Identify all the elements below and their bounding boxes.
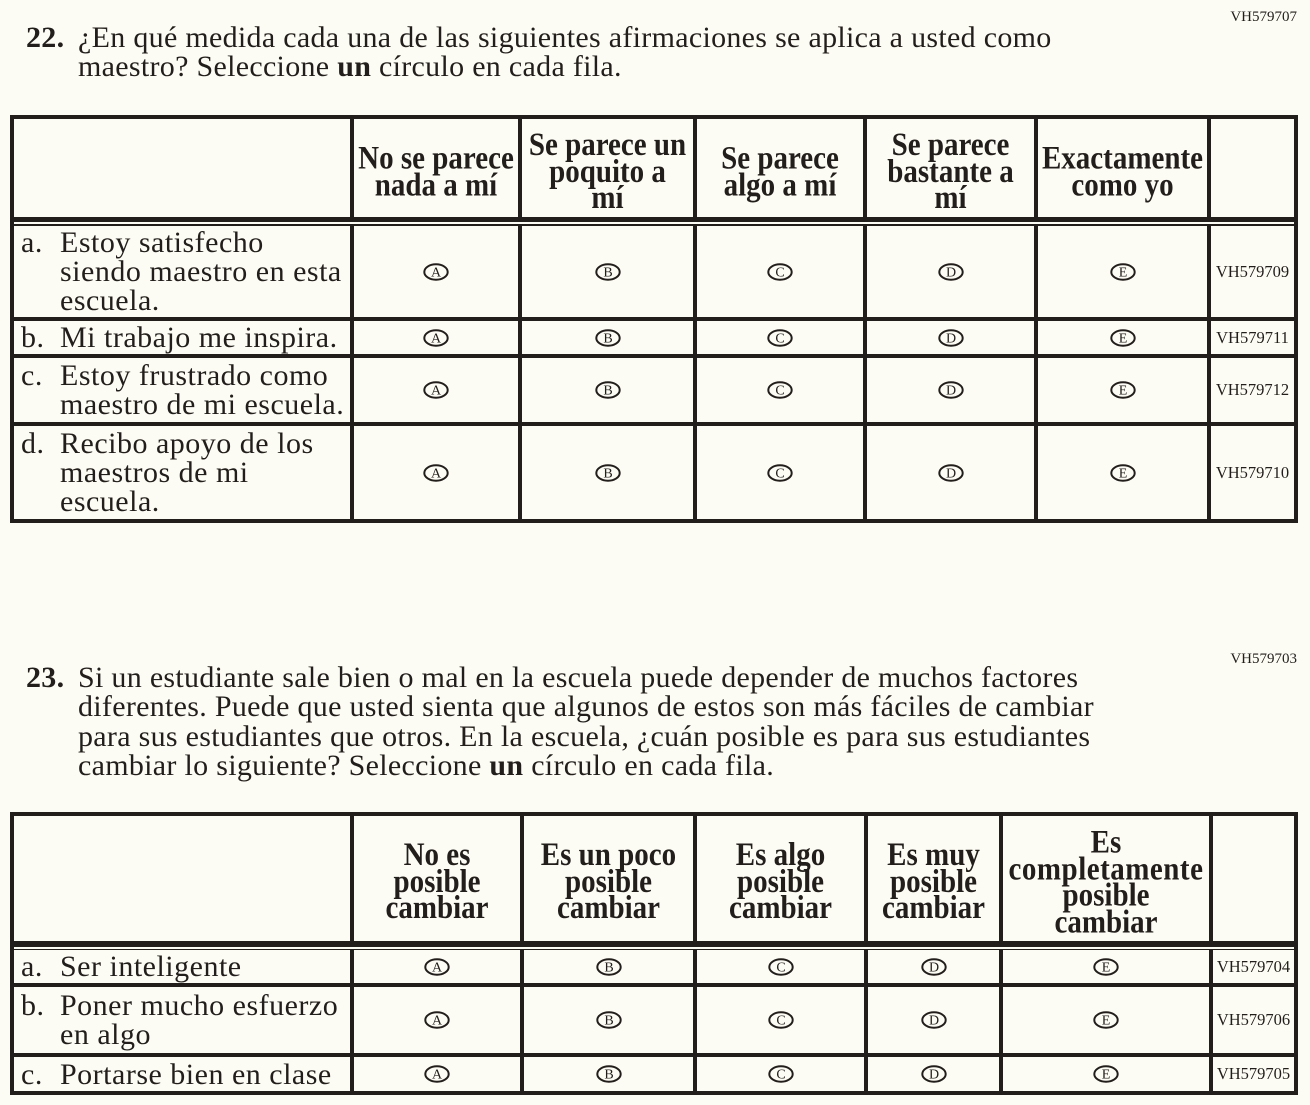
svg-text:E: E — [1102, 960, 1111, 975]
svg-text:D: D — [928, 960, 938, 975]
svg-text:D: D — [928, 1014, 938, 1029]
svg-text:E: E — [1102, 1068, 1111, 1083]
svg-text:C: C — [775, 331, 784, 346]
svg-text:A: A — [431, 265, 442, 280]
svg-text:A: A — [431, 384, 442, 399]
svg-text:B: B — [603, 466, 612, 481]
svg-text:B: B — [604, 1068, 613, 1083]
svg-text:A: A — [432, 1014, 443, 1029]
svg-text:D: D — [945, 331, 955, 346]
svg-text:E: E — [1118, 265, 1127, 280]
svg-text:C: C — [776, 960, 785, 975]
svg-text:B: B — [603, 265, 612, 280]
svg-text:A: A — [432, 960, 443, 975]
svg-text:C: C — [775, 466, 784, 481]
svg-text:E: E — [1102, 1014, 1111, 1029]
svg-text:B: B — [604, 960, 613, 975]
svg-text:B: B — [603, 331, 612, 346]
svg-text:D: D — [945, 466, 955, 481]
svg-text:C: C — [776, 1068, 785, 1083]
svg-text:D: D — [928, 1068, 938, 1083]
svg-text:D: D — [945, 384, 955, 399]
svg-text:E: E — [1118, 331, 1127, 346]
svg-text:C: C — [775, 265, 784, 280]
svg-text:D: D — [945, 265, 955, 280]
svg-text:A: A — [431, 331, 442, 346]
svg-text:C: C — [776, 1014, 785, 1029]
svg-text:B: B — [603, 384, 612, 399]
svg-text:A: A — [431, 466, 442, 481]
svg-text:C: C — [775, 384, 784, 399]
svg-text:A: A — [432, 1068, 443, 1083]
svg-text:B: B — [604, 1014, 613, 1029]
svg-text:E: E — [1118, 466, 1127, 481]
svg-text:E: E — [1118, 384, 1127, 399]
